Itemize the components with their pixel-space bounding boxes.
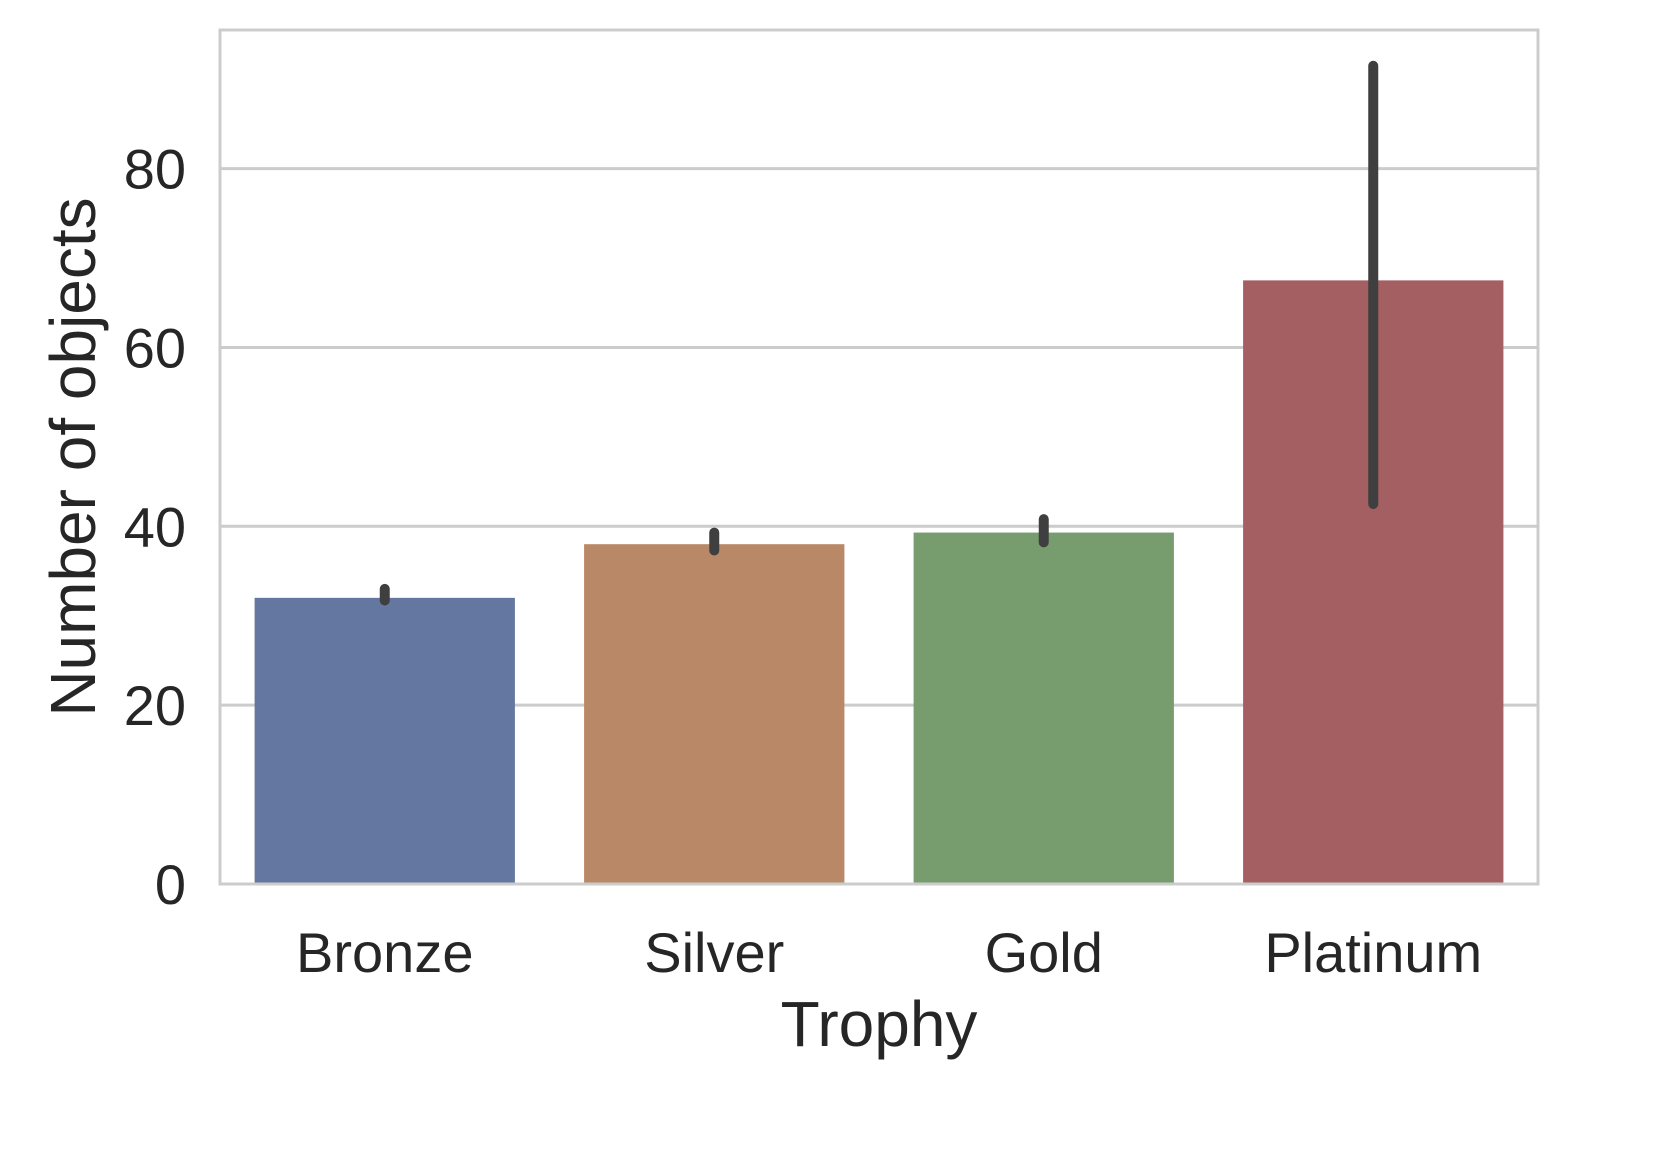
error-bars xyxy=(379,60,1379,606)
y-tick-label: 0 xyxy=(155,853,186,916)
y-axis-label: Number of objects xyxy=(37,197,109,716)
bars xyxy=(254,280,1504,884)
bar-silver xyxy=(584,544,845,884)
x-axis-label: Trophy xyxy=(781,988,978,1060)
x-tick-label: Platinum xyxy=(1264,921,1482,984)
x-tick-label: Bronze xyxy=(296,921,473,984)
plot-frame xyxy=(218,28,1540,886)
y-tick-label: 40 xyxy=(124,495,186,558)
y-tick-label: 80 xyxy=(124,138,186,201)
x-tick-label: Silver xyxy=(644,921,784,984)
x-tick-label: Gold xyxy=(985,921,1103,984)
y-tick-labels: 0 20 40 60 80 xyxy=(124,138,186,916)
y-tick-label: 20 xyxy=(124,674,186,737)
bar-gold xyxy=(913,532,1174,884)
bar-bronze xyxy=(254,597,515,884)
y-tick-label: 60 xyxy=(124,316,186,379)
x-tick-labels: Bronze Silver Gold Platinum xyxy=(296,921,1482,984)
